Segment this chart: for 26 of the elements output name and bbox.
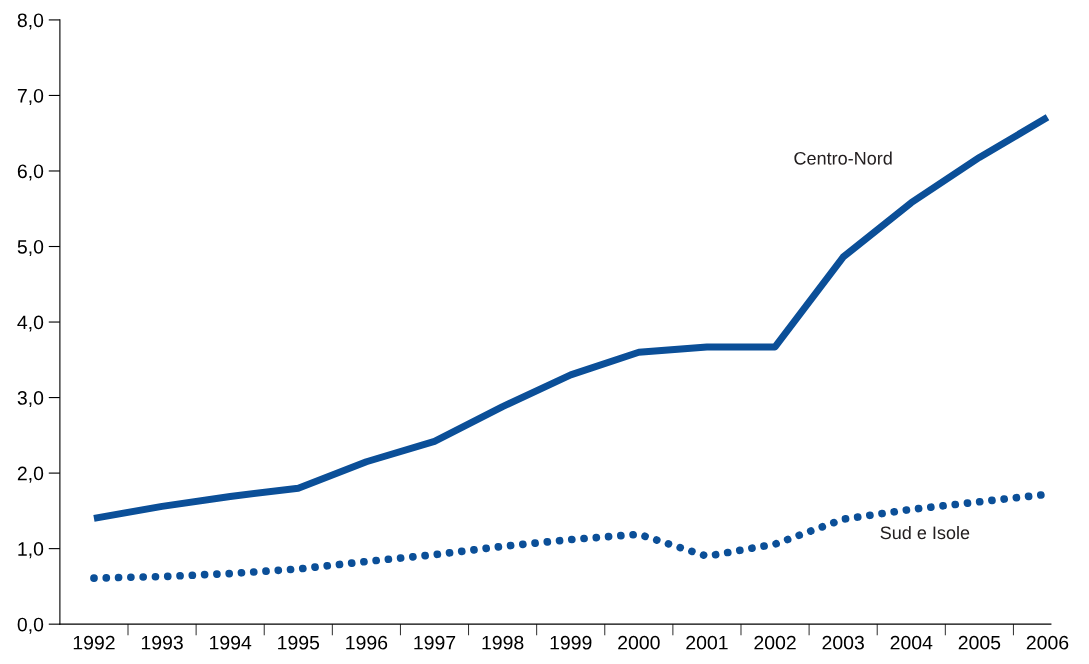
x-tick-label: 1992 bbox=[73, 635, 115, 650]
x-tick-label: 1996 bbox=[346, 635, 388, 650]
x-tick-label: 2001 bbox=[686, 635, 728, 650]
y-tick-label: 4,0 bbox=[17, 315, 44, 332]
x-tick-label: 1995 bbox=[278, 635, 320, 650]
y-tick-label: 2,0 bbox=[17, 466, 44, 483]
y-tick-label: 0,0 bbox=[17, 617, 44, 634]
x-tick-label: 1994 bbox=[210, 635, 252, 650]
x-tick-label: 1999 bbox=[550, 635, 592, 650]
series-label: Sud e Isole bbox=[880, 525, 970, 540]
y-tick-label: 8,0 bbox=[17, 13, 44, 30]
x-tick-label: 1993 bbox=[141, 635, 183, 650]
y-tick-label: 7,0 bbox=[17, 88, 44, 105]
x-tick-label: 2003 bbox=[822, 635, 864, 650]
y-tick-label: 3,0 bbox=[17, 391, 44, 408]
x-tick-label: 2002 bbox=[754, 635, 796, 650]
y-tick-label: 1,0 bbox=[18, 542, 44, 559]
x-tick-label: 1997 bbox=[414, 635, 456, 650]
y-tick-label: 5,0 bbox=[17, 239, 44, 257]
x-tick-label: 2005 bbox=[958, 635, 1001, 650]
x-tick-label: 2004 bbox=[890, 635, 933, 650]
text: Centro-Nord bbox=[794, 151, 892, 165]
y-tick-label: 6,0 bbox=[17, 164, 44, 181]
x-tick-label: 2006 bbox=[1026, 635, 1069, 650]
x-tick-label: 1998 bbox=[482, 635, 524, 650]
x-tick-label: 2000 bbox=[618, 635, 660, 650]
